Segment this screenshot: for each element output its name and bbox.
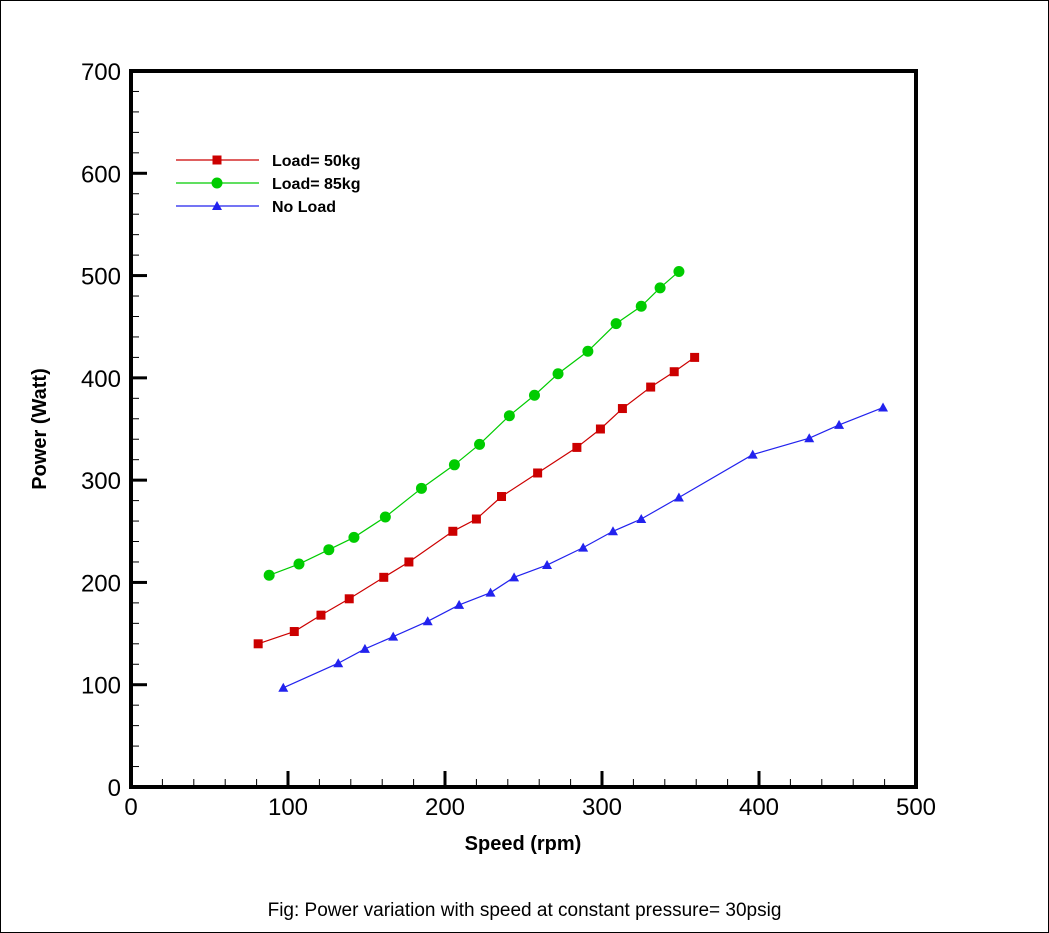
x-tick-label: 300 [582, 794, 622, 821]
plot-area-border [129, 69, 918, 789]
circle-marker [635, 300, 647, 312]
triangle-marker [804, 433, 815, 443]
square-marker [289, 627, 299, 637]
square-marker [253, 639, 263, 649]
x-tick-label: 500 [896, 794, 936, 821]
circle-marker [263, 569, 275, 581]
legend: Load= 50kg Load= 85kg No Load [176, 153, 360, 216]
major-ticks [129, 69, 918, 789]
circle-marker [348, 531, 360, 543]
circle-marker [211, 177, 223, 189]
circle-marker [379, 511, 391, 523]
triangle-marker [636, 514, 647, 524]
triangle-marker [485, 587, 496, 597]
square-marker [212, 155, 222, 165]
legend-item: Load= 50kg [176, 153, 360, 170]
square-marker [572, 442, 582, 452]
y-tick-label: 0 [108, 775, 121, 802]
y-axis-tick-labels: 0 100 200 300 400 500 600 700 [81, 59, 121, 802]
square-marker [617, 404, 627, 414]
circle-marker [323, 544, 335, 556]
circle-marker [448, 459, 460, 471]
x-tick-label: 100 [268, 794, 308, 821]
x-tick-label: 200 [425, 794, 465, 821]
triangle-marker [278, 682, 289, 692]
figure-caption: Fig: Power variation with speed at const… [267, 900, 782, 921]
x-tick-label: 400 [739, 794, 779, 821]
circle-marker [293, 558, 305, 570]
circle-marker [654, 282, 666, 294]
square-marker [448, 526, 458, 536]
triangle-marker [578, 542, 589, 552]
square-marker [316, 610, 326, 620]
circle-marker [582, 345, 594, 357]
circle-marker [552, 368, 564, 380]
square-marker [533, 468, 543, 478]
circle-marker [503, 410, 515, 422]
circle-marker [415, 482, 427, 494]
square-marker [595, 424, 605, 434]
y-tick-label: 500 [81, 264, 121, 291]
triangle-marker [359, 643, 370, 653]
minor-ticks [131, 90, 886, 787]
triangle-marker [422, 616, 433, 626]
legend-item: Load= 85kg [176, 176, 360, 193]
series-load-50kg [253, 352, 700, 649]
triangle-marker [834, 419, 845, 429]
y-tick-label: 200 [81, 570, 121, 597]
series-load-85kg [263, 265, 685, 581]
x-axis-tick-labels: 0 100 200 300 400 500 [124, 794, 936, 821]
triangle-marker [542, 560, 553, 570]
y-tick-label: 300 [81, 468, 121, 495]
triangle-marker [878, 402, 889, 412]
triangle-marker [388, 631, 399, 641]
y-tick-label: 400 [81, 366, 121, 393]
triangle-marker [212, 201, 222, 210]
legend-label: No Load [272, 199, 336, 216]
y-tick-label: 600 [81, 161, 121, 188]
triangle-marker [607, 526, 618, 536]
square-marker [497, 492, 507, 502]
x-axis-title: Speed (rpm) [465, 833, 582, 855]
data-series [253, 265, 889, 692]
triangle-marker [333, 658, 344, 668]
square-marker [344, 594, 354, 604]
square-marker [471, 514, 481, 524]
series-no-load [278, 402, 889, 692]
triangle-marker [747, 449, 758, 459]
square-marker [646, 382, 656, 392]
triangle-marker [509, 572, 520, 582]
circle-marker [474, 438, 486, 450]
square-marker [690, 352, 700, 362]
x-tick-label: 0 [124, 794, 137, 821]
square-marker [404, 557, 414, 567]
circle-marker [673, 265, 685, 277]
circle-marker [528, 389, 540, 401]
y-tick-label: 700 [81, 59, 121, 86]
triangle-marker [454, 599, 465, 609]
y-tick-label: 100 [81, 673, 121, 700]
square-marker [379, 572, 389, 582]
y-axis-title: Power (Watt) [29, 368, 51, 489]
legend-item: No Load [176, 199, 336, 216]
triangle-marker [673, 492, 684, 502]
legend-label: Load= 50kg [272, 153, 360, 170]
circle-marker [610, 318, 622, 330]
legend-label: Load= 85kg [272, 176, 360, 193]
square-marker [669, 367, 679, 377]
